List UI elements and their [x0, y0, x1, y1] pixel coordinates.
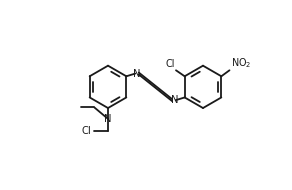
Text: N: N [104, 114, 112, 124]
Text: NO$_2$: NO$_2$ [231, 56, 251, 70]
Text: N: N [133, 69, 140, 78]
Text: N: N [171, 95, 178, 105]
Text: Cl: Cl [82, 126, 92, 136]
Text: Cl: Cl [165, 59, 175, 69]
